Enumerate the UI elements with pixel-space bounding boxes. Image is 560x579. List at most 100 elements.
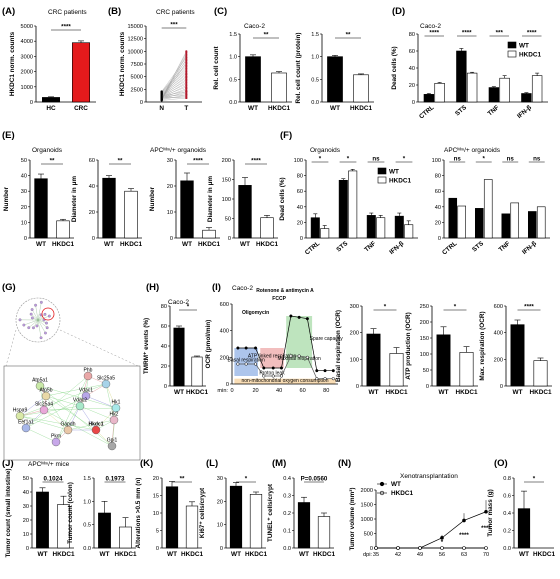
data-point (185, 93, 188, 96)
thumbnail-node (47, 314, 51, 318)
data-point (185, 82, 188, 86)
chart-f2: 0 20 40 60 80 100 CTRL ns STS * TNF ns IFN-β ns (432, 156, 550, 256)
y-tick-label: 0 (92, 236, 95, 242)
y-axis-label: TMRM⁺ events (%) (143, 318, 150, 374)
network-node-label: Atp5a1 (32, 378, 48, 384)
paired-line (161, 94, 187, 97)
y-tick-label: 0.4 (283, 476, 291, 482)
significance-label: ns (372, 156, 380, 163)
basal-respiration-region (234, 348, 258, 376)
y-tick-label: 80 (161, 304, 167, 310)
data-point (440, 546, 444, 550)
data-point (236, 362, 240, 366)
data-point (271, 366, 275, 370)
chart-i1: 0 200 400 600 OCR (pmol/min) min: 0 20 40 60 80 (205, 302, 338, 394)
network-node-label: Slc25a4 (35, 402, 53, 408)
y-tick-label: 0 (300, 236, 303, 242)
significance-label: * (403, 156, 406, 163)
network-node (39, 405, 49, 415)
data-point (244, 346, 248, 350)
bar (338, 179, 348, 239)
y-tick-label: 0.0 (229, 100, 237, 106)
x-tick-label: CTRL (441, 240, 459, 256)
y-tick-label: 300 (350, 304, 359, 310)
seahorse-label: Spare capacity (310, 336, 344, 342)
panel-letter-m: (M) (272, 458, 286, 469)
legend-label: HKDC1 (519, 52, 541, 59)
y-axis-label: Rel. cell count (213, 45, 220, 89)
chart-i2: 0 100 200 300 Basal respiration (OCR) WT HKDC1… (335, 304, 408, 396)
legend-label: HKDC1 (391, 490, 413, 497)
paired-line (161, 97, 187, 101)
network-zoom-line (59, 329, 139, 367)
bar (434, 83, 445, 103)
y-tick-label: 0.2 (503, 529, 511, 535)
y-tick-label: 20 (21, 205, 27, 211)
thumbnail-node (39, 336, 43, 340)
bar (521, 93, 532, 103)
significance-label: ** (180, 476, 185, 483)
significance-label: * (454, 304, 457, 311)
y-tick-label: 0 (426, 384, 429, 390)
data-point (323, 377, 327, 381)
chart-e4: 0 50 100 150 200 Diameter in μm WT HKDC1 **** (207, 158, 278, 249)
significance-label: * (483, 156, 486, 163)
bar (124, 190, 138, 239)
legend-label: WT (519, 43, 529, 50)
thumbnail-node (39, 300, 43, 304)
data-point (185, 51, 188, 55)
y-tick-label: 0 (228, 236, 231, 242)
panel-letter-l: (L) (206, 458, 218, 469)
y-axis-label: HKDC1 norm. counts (119, 31, 126, 96)
x-tick-label: WT (330, 105, 340, 112)
bar (499, 77, 510, 103)
network-node-label: Hk2 (110, 412, 119, 418)
network-edge (39, 385, 117, 409)
thumbnail-edge (37, 314, 46, 321)
y-tick-label: 0.8 (503, 476, 511, 482)
chart-a: 0 1000 2000 3000 4000 5000 HKDC1 norm. counts H… (9, 24, 96, 112)
y-tick-label: 20 (217, 499, 223, 505)
paired-line (161, 97, 187, 99)
y-tick-label: 200 (420, 320, 429, 326)
network-node-label: Phb (84, 368, 93, 374)
x-tick-label: HKDC1 (120, 241, 142, 248)
paired-line (161, 86, 187, 97)
x-tick-label: HKDC1 (385, 389, 407, 396)
y-axis-label: OCR (pmol/min) (205, 320, 212, 369)
x-tick-label: HKDC1 (313, 551, 335, 558)
thumbnail-edge (37, 319, 48, 328)
data-point (185, 90, 188, 93)
network-edge (67, 405, 81, 431)
significance-label: **** (481, 525, 491, 532)
data-point (185, 87, 188, 90)
paired-line (161, 59, 187, 100)
bar (310, 217, 320, 239)
bar (119, 526, 132, 549)
y-axis-label: Ki67⁺ cells/crypt (199, 487, 206, 538)
network-node-label: Slc25a5 (97, 376, 115, 382)
y-tick-label: 1.5 (229, 32, 237, 38)
bar (165, 486, 179, 549)
y-tick-label: 60 (409, 49, 415, 55)
y-axis-label: Tumor count (colon) (67, 482, 74, 544)
panel-letter-c: (C) (214, 6, 227, 17)
panel-g-network: Phb Slc25a5 Atp5a1 Atp5b Vdac1 Vdac2 Slc25a4 Hs… (3, 297, 141, 461)
x-tick-label: 63 (461, 552, 467, 558)
y-tick-label: 20 (89, 210, 95, 216)
bar (317, 516, 331, 549)
network-node-label: Vdac1 (79, 388, 93, 394)
y-axis-label: HKDC1 norm. counts (9, 31, 16, 96)
y-tick-label: 60 (161, 324, 167, 330)
network-edge (25, 427, 57, 443)
network-node-label: Gapdh (60, 422, 75, 428)
y-tick-label: 0.0 (503, 546, 511, 552)
seahorse-label: ATP linked respiration (248, 353, 297, 359)
chart-e3: 0 10 20 30 Number WT HKDC1 **** (149, 158, 220, 249)
y-tick-label: 1.5 (83, 476, 91, 482)
panel-c-subtitle: Caco-2 (244, 23, 265, 30)
y-tick-label: 7500 (131, 62, 143, 68)
y-tick-label: 1.0 (311, 55, 319, 61)
y-tick-label: 40 (89, 184, 95, 190)
